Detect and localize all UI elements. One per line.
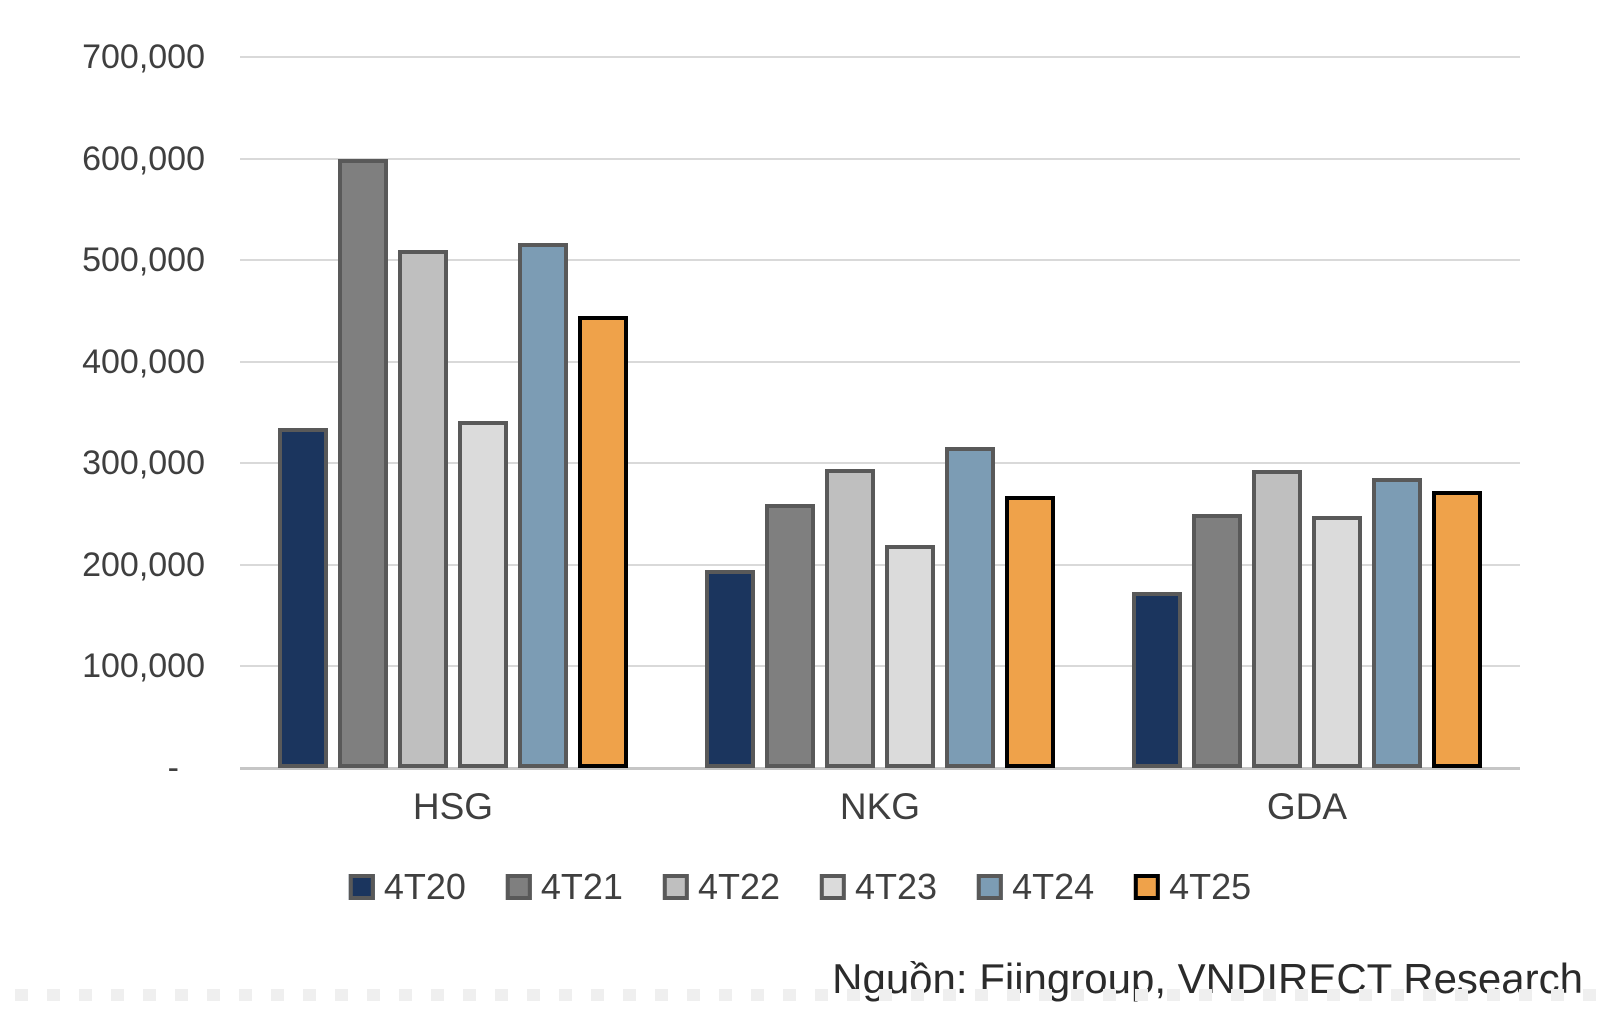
legend: 4T20 4T21 4T22 4T23 4T24 4T25 xyxy=(348,866,1251,908)
bar-NKG-4T23 xyxy=(885,545,935,768)
legend-item-4T20: 4T20 xyxy=(348,866,466,908)
bar-NKG-4T21 xyxy=(765,504,815,768)
bar-GDA-4T24 xyxy=(1372,478,1422,768)
y-tick-label: 700,000 xyxy=(82,38,205,76)
bar-NKG-4T25 xyxy=(1005,496,1055,768)
bar-GDA-4T21 xyxy=(1192,514,1242,768)
legend-label: 4T21 xyxy=(540,866,623,907)
plot-area xyxy=(240,56,1520,770)
legend-item-4T25: 4T25 xyxy=(1134,866,1251,908)
bar-HSG-4T21 xyxy=(338,159,388,768)
x-category-label-NKG: NKG xyxy=(839,786,921,827)
legend-item-4T22: 4T22 xyxy=(662,866,780,908)
legend-marker-icon xyxy=(820,874,846,900)
gridline xyxy=(240,56,1520,58)
bar-NKG-4T22 xyxy=(825,469,875,768)
y-tick-label: 100,000 xyxy=(82,647,205,685)
bar-GDA-4T23 xyxy=(1312,516,1362,768)
legend-marker-icon xyxy=(348,874,375,900)
gridline xyxy=(240,665,1520,667)
legend-label: 4T23 xyxy=(855,866,938,907)
legend-label: 4T24 xyxy=(1012,866,1095,907)
x-category-label-HSG: HSG xyxy=(412,786,494,827)
legend-marker-icon xyxy=(1134,874,1161,900)
legend-marker-icon xyxy=(662,874,689,900)
bar-GDA-4T25 xyxy=(1432,491,1482,768)
bar-HSG-4T25 xyxy=(578,316,628,768)
y-tick-label: 600,000 xyxy=(82,140,205,178)
gridline xyxy=(240,361,1520,363)
legend-marker-icon xyxy=(505,874,532,900)
y-tick-label: 400,000 xyxy=(82,343,205,381)
y-tick-label: 200,000 xyxy=(82,546,205,584)
gridline xyxy=(240,158,1520,160)
legend-label: 4T20 xyxy=(383,866,466,907)
bar-NKG-4T24 xyxy=(945,447,995,768)
bottom-dotted-border xyxy=(0,989,1600,1001)
x-category-label-GDA: GDA xyxy=(1266,786,1348,827)
bar-GDA-4T22 xyxy=(1252,470,1302,768)
bar-HSG-4T24 xyxy=(518,243,568,768)
legend-marker-icon xyxy=(977,874,1004,900)
legend-label: 4T25 xyxy=(1169,866,1252,907)
y-tick-label: 500,000 xyxy=(82,241,205,279)
bar-HSG-4T23 xyxy=(458,421,508,768)
bar-HSG-4T20 xyxy=(278,428,328,768)
legend-item-4T21: 4T21 xyxy=(505,866,623,908)
legend-item-4T23: 4T23 xyxy=(820,866,937,908)
legend-label: 4T22 xyxy=(697,866,780,907)
y-tick-label: - xyxy=(167,749,179,787)
y-tick-label: 300,000 xyxy=(82,444,205,482)
gridline xyxy=(240,462,1520,464)
gridline xyxy=(240,259,1520,261)
bar-NKG-4T20 xyxy=(705,570,755,768)
bar-GDA-4T20 xyxy=(1132,592,1182,768)
bar-HSG-4T22 xyxy=(398,250,448,768)
gridline xyxy=(240,564,1520,566)
x-axis-line xyxy=(240,767,1520,770)
legend-item-4T24: 4T24 xyxy=(977,866,1094,908)
